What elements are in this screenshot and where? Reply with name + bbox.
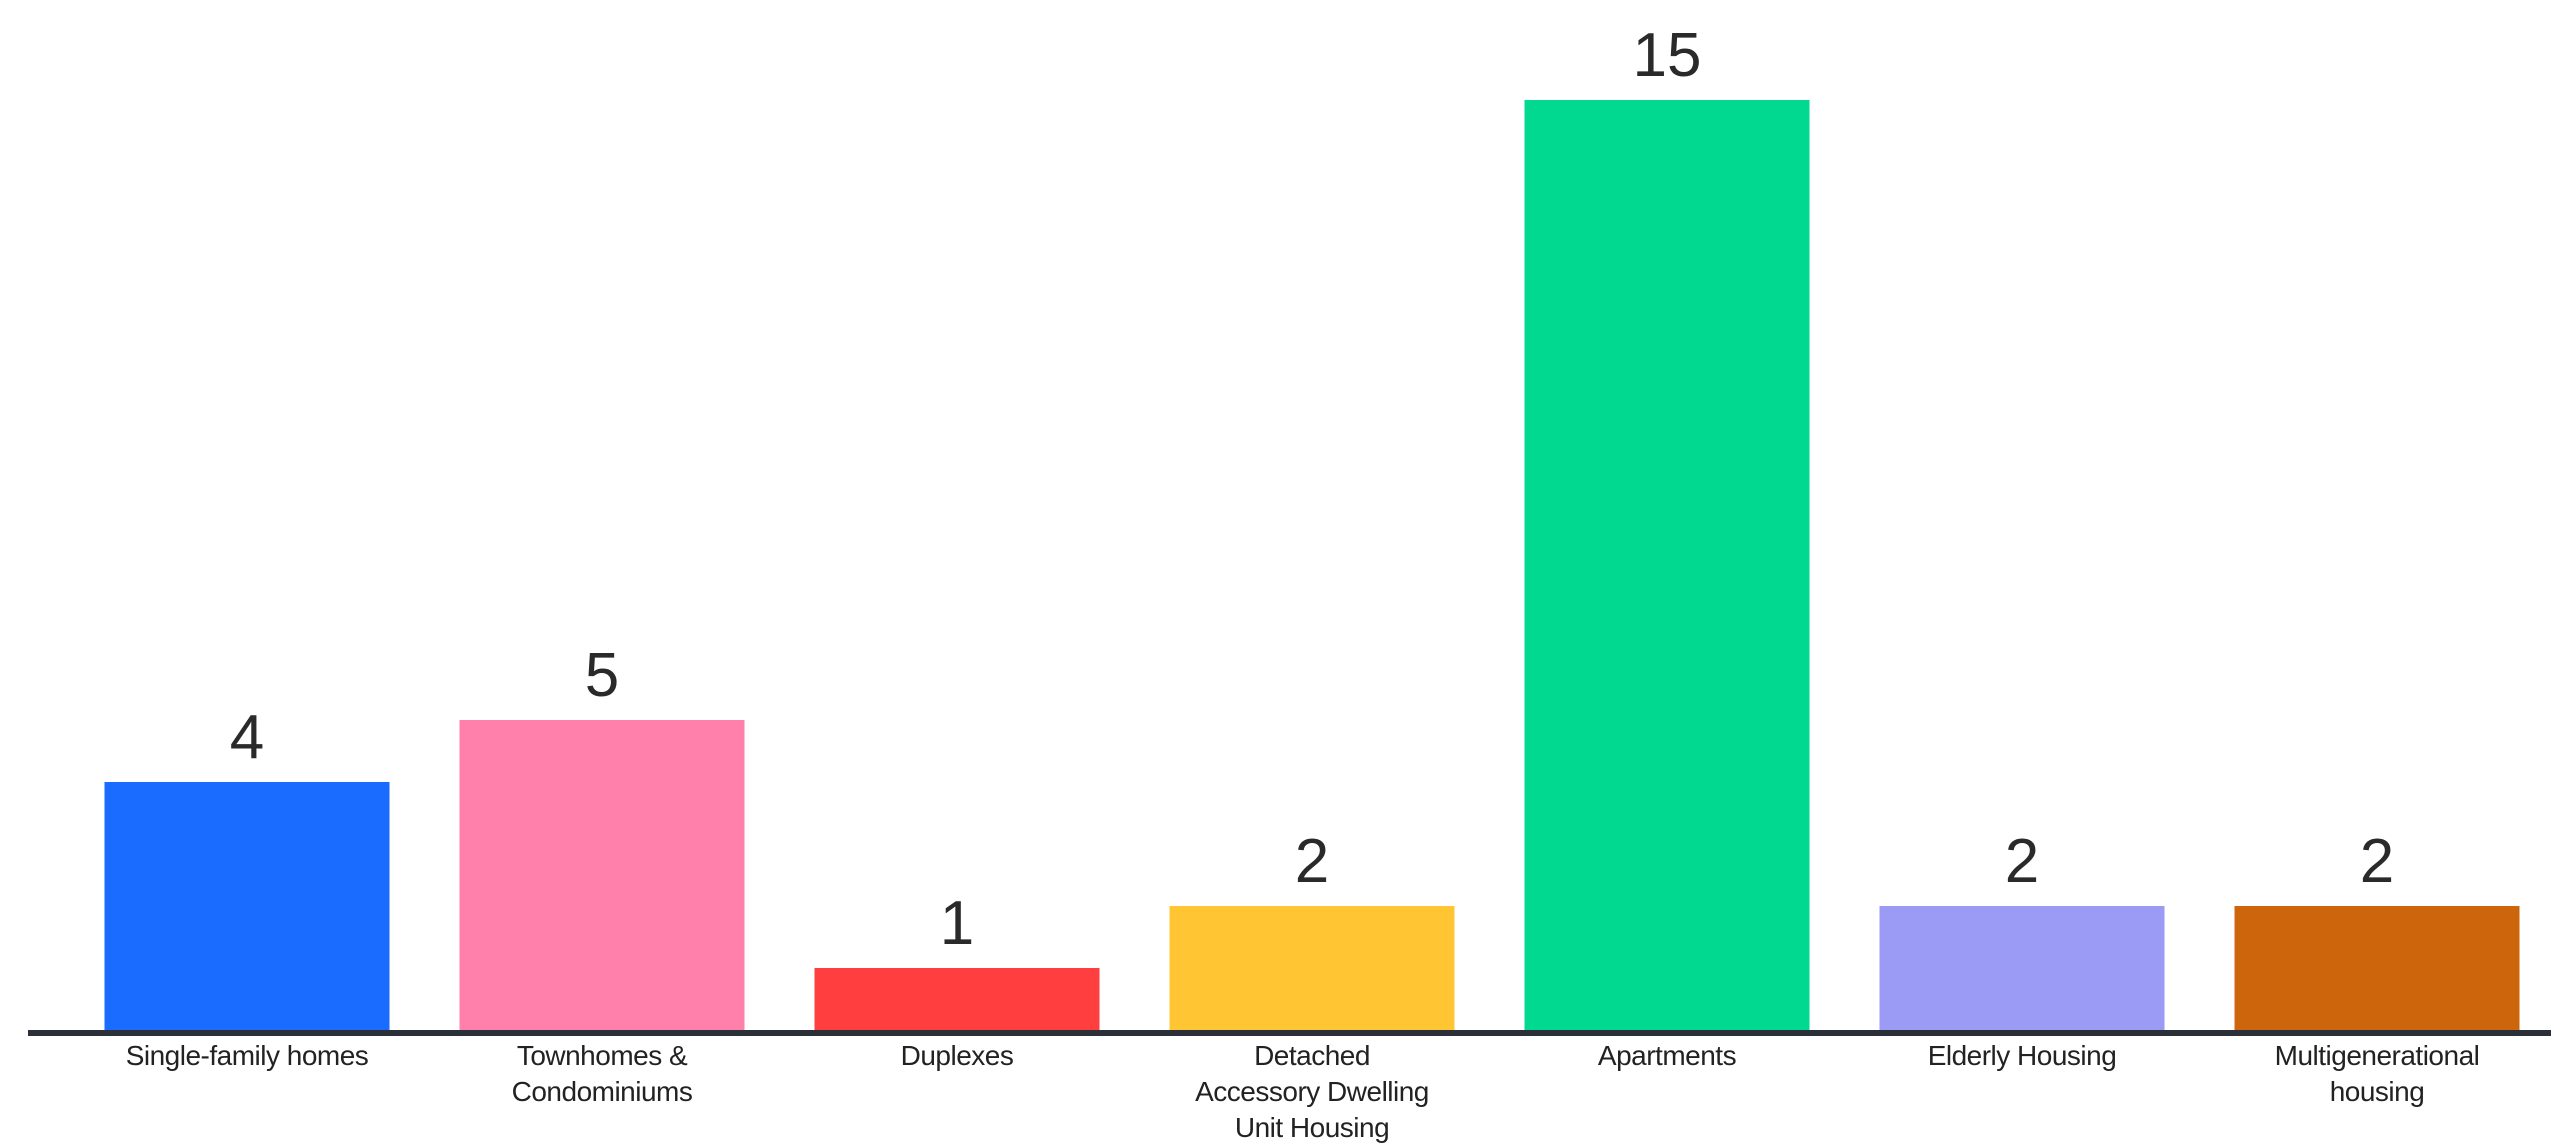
bar-elderly-housing (1879, 906, 2165, 1030)
category-label-line: Duplexes (901, 1040, 1014, 1071)
bar-single-family-homes (104, 782, 390, 1030)
category-label-line: Elderly Housing (1928, 1040, 2117, 1071)
category-label-line: Single-family homes (126, 1040, 369, 1071)
category-labels-group: Single-family homes Townhomes & Condominiu… (126, 1040, 2480, 1143)
data-label-apartments: 15 (1633, 21, 1702, 90)
data-labels-group: 4 5 1 2 15 2 2 (230, 21, 2394, 958)
bar-detached-accessory-dwelling-unit-housing (1169, 906, 1455, 1030)
category-label-line: Condominiums (512, 1076, 693, 1107)
data-label-duplexes: 1 (940, 889, 974, 958)
data-label-multigenerational-housing: 2 (2360, 827, 2394, 896)
data-label-detached-accessory-dwelling-unit-housing: 2 (1295, 827, 1329, 896)
category-label-elderly-housing: Elderly Housing (1928, 1040, 2117, 1071)
bar-apartments (1524, 100, 1810, 1030)
category-label-townhomes-and-condominiums: Townhomes & Condominiums (512, 1040, 693, 1107)
category-label-line: Detached (1254, 1040, 1370, 1071)
data-label-townhomes-and-condominiums: 5 (585, 641, 619, 710)
data-label-single-family-homes: 4 (230, 703, 264, 772)
bar-townhomes-and-condominiums (459, 720, 745, 1030)
category-label-apartments: Apartments (1598, 1040, 1736, 1071)
category-label-line: Townhomes & (517, 1040, 688, 1071)
category-label-single-family-homes: Single-family homes (126, 1040, 369, 1071)
category-label-line: Multigenerational (2275, 1040, 2480, 1071)
bar-duplexes (814, 968, 1100, 1030)
data-label-elderly-housing: 2 (2005, 827, 2039, 896)
category-label-line: housing (2330, 1076, 2425, 1107)
category-label-detached-accessory-dwelling-unit-housing: Detached Accessory Dwelling Unit Housing (1195, 1040, 1429, 1143)
category-label-multigenerational-housing: Multigenerational housing (2275, 1040, 2480, 1107)
bars-group (104, 100, 2520, 1030)
category-label-duplexes: Duplexes (901, 1040, 1014, 1071)
category-label-line: Apartments (1598, 1040, 1736, 1071)
bar-multigenerational-housing (2234, 906, 2520, 1030)
category-label-line: Accessory Dwelling (1195, 1076, 1429, 1107)
category-label-line: Unit Housing (1235, 1112, 1389, 1143)
